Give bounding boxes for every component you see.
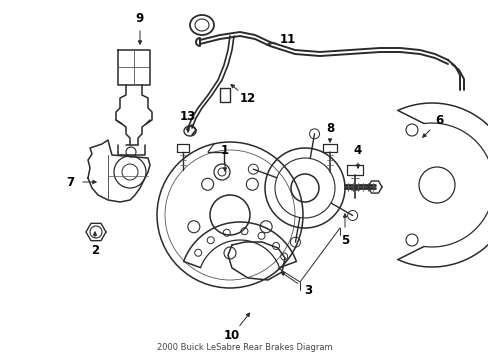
Text: 11: 11	[279, 33, 295, 46]
Text: 13: 13	[180, 109, 196, 122]
Text: 2: 2	[91, 243, 99, 256]
Text: 6: 6	[434, 114, 442, 127]
Text: 8: 8	[325, 122, 333, 135]
Text: 12: 12	[239, 92, 255, 105]
Text: 3: 3	[304, 284, 312, 297]
Text: 7: 7	[66, 175, 74, 189]
Text: 5: 5	[340, 234, 348, 247]
Text: 1: 1	[221, 144, 228, 157]
Text: 4: 4	[353, 144, 362, 157]
Text: 2000 Buick LeSabre Rear Brakes Diagram: 2000 Buick LeSabre Rear Brakes Diagram	[156, 343, 332, 352]
Text: 10: 10	[224, 329, 240, 342]
Text: 9: 9	[136, 12, 144, 24]
